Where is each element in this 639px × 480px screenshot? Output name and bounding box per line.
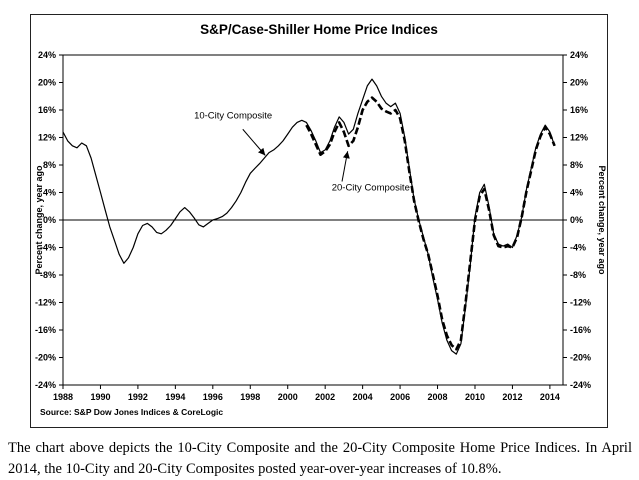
x-tick-label: 1990 (90, 392, 110, 402)
y-tick-label-left: 24% (38, 50, 56, 60)
plot-group: -24% -24% -20% -20% -16% -16% -12% -12% -8% -8% -4… (35, 50, 591, 402)
y-tick-label-right: -16% (570, 325, 591, 335)
y-tick-label-right: -8% (570, 270, 586, 280)
y-tick-label-left: -16% (35, 325, 56, 335)
x-tick-label: 2006 (390, 392, 410, 402)
y-tick-label-right: 20% (570, 78, 588, 88)
x-tick-label: 2010 (465, 392, 485, 402)
y-tick-label-left: 4% (43, 188, 56, 198)
plot-border (62, 54, 564, 386)
y-tick-label-right: 12% (570, 133, 588, 143)
x-tick-label: 2002 (315, 392, 335, 402)
y-tick-label-right: 4% (570, 188, 583, 198)
series-10-city-composite (62, 78, 556, 355)
y-tick-label-left: 8% (43, 160, 56, 170)
y-tick-label-left: 12% (38, 133, 56, 143)
source-note: Source: S&P Dow Jones Indices & CoreLogi… (40, 407, 224, 417)
plot-area: Percent change, year ago Percent change,… (34, 50, 607, 402)
y-tick-label-right: -4% (570, 243, 586, 253)
y-tick-label-right: 24% (570, 50, 588, 60)
series-20-city-composite (305, 96, 556, 351)
x-tick-label: 1994 (165, 392, 185, 402)
y-axis-label-right: Percent change, year ago (597, 165, 607, 275)
y-tick-label-left: -4% (40, 243, 56, 253)
y-tick-label-right: 0% (570, 215, 583, 225)
y-tick-label-left: -8% (40, 270, 56, 280)
x-tick-label: 2012 (502, 392, 522, 402)
y-tick-label-left: 20% (38, 78, 56, 88)
chart-frame: S&P/Case-Shiller Home Price Indices Perc… (30, 14, 608, 428)
y-tick-label-right: -24% (570, 380, 591, 390)
annotation-arrow-1 (341, 151, 350, 182)
annotation-label-0: 10-City Composite (194, 110, 272, 121)
x-tick-label: 2000 (278, 392, 298, 402)
y-tick-label-left: 0% (43, 215, 56, 225)
annotation-label-1: 20-City Composite (332, 182, 410, 193)
x-tick-label: 2014 (540, 392, 560, 402)
chart-title: S&P/Case-Shiller Home Price Indices (200, 22, 438, 37)
y-tick-label-right: 16% (570, 105, 588, 115)
x-tick-label: 1988 (53, 392, 73, 402)
x-tick-label: 1992 (128, 392, 148, 402)
x-tick-label: 1998 (240, 392, 260, 402)
x-tick-label: 2004 (353, 392, 373, 402)
y-tick-label-left: -24% (35, 380, 56, 390)
y-tick-label-left: -12% (35, 298, 56, 308)
annotation-arrow-0 (242, 128, 266, 156)
caption: The chart above depicts the 10-City Comp… (8, 440, 632, 478)
x-tick-label: 1996 (203, 392, 223, 402)
y-tick-label-right: -12% (570, 298, 591, 308)
x-tick-label: 2008 (428, 392, 448, 402)
y-axis-label-left: Percent change, year ago (34, 165, 44, 275)
y-tick-label-right: -20% (570, 353, 591, 363)
y-tick-label-left: -20% (35, 353, 56, 363)
y-tick-label-left: 16% (38, 105, 56, 115)
y-tick-label-right: 8% (570, 160, 583, 170)
